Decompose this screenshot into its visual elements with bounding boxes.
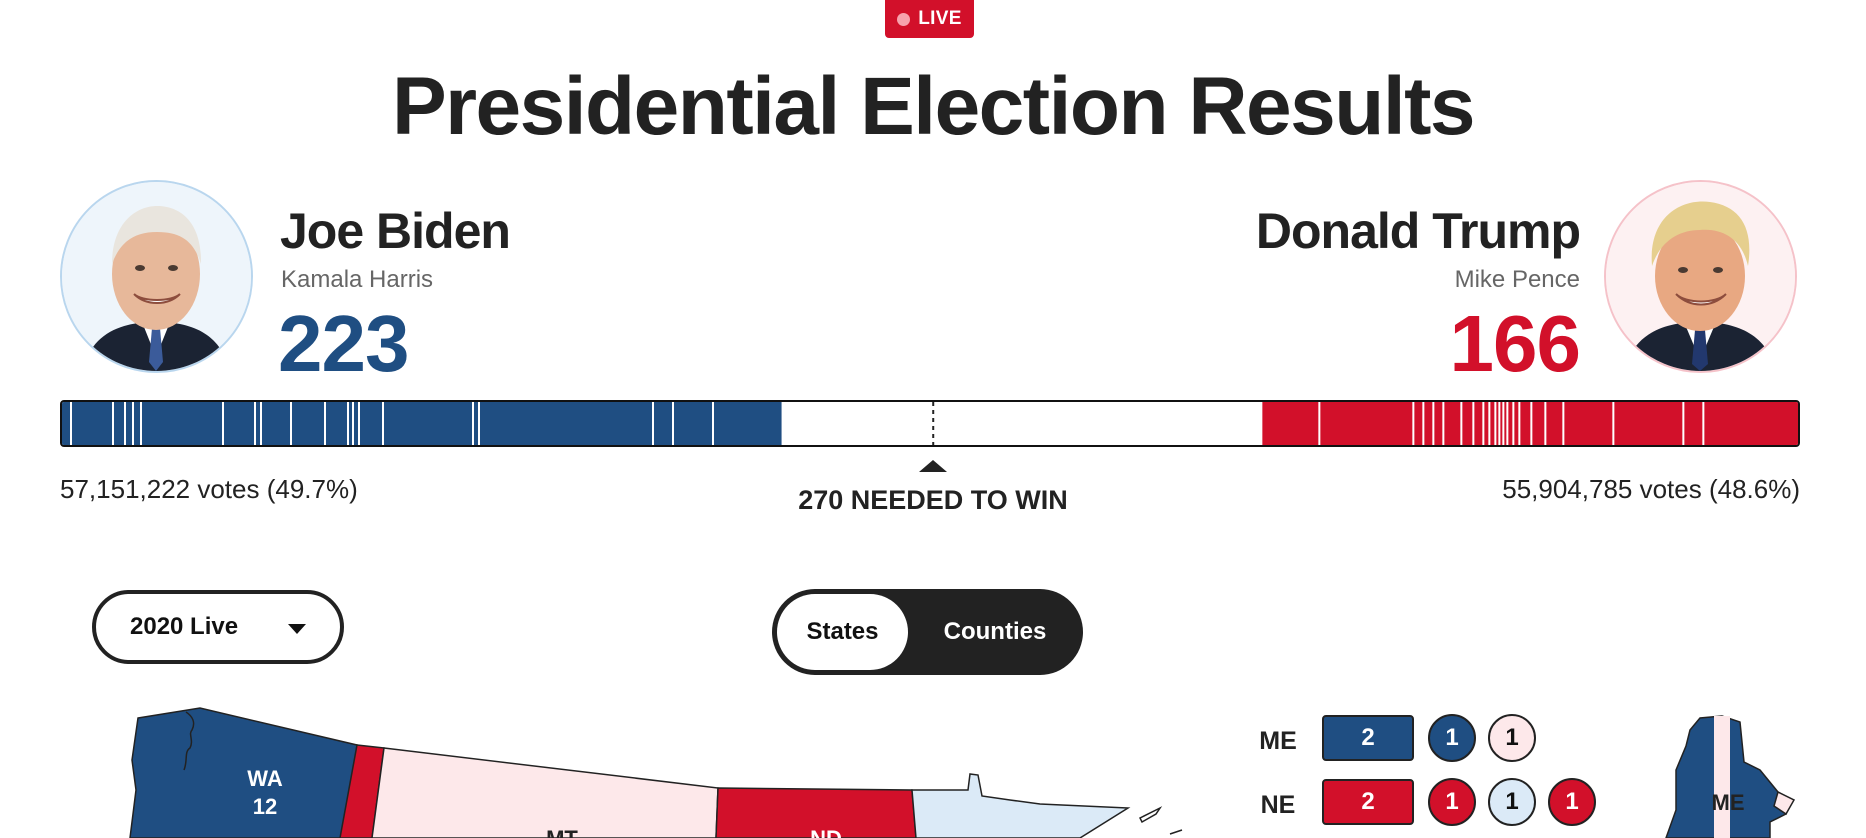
state-separator — [1460, 402, 1463, 445]
chevron-down-icon — [288, 624, 306, 634]
state-separator — [1422, 402, 1425, 445]
puget-sound-detail — [183, 711, 195, 771]
state-separator — [1544, 402, 1547, 445]
state-separator — [1518, 402, 1521, 445]
rep-popular-votes: 55,904,785 votes (48.6%) — [1502, 474, 1800, 504]
candidate-photo-trump — [1604, 180, 1797, 373]
state-separator — [1494, 402, 1497, 445]
live-badge: LIVE — [885, 0, 974, 38]
map-label-wa-ev: 12 — [253, 794, 277, 819]
state-separator — [1512, 402, 1515, 445]
state-separator — [1488, 402, 1491, 445]
state-separator — [70, 402, 72, 445]
state-wa[interactable] — [129, 707, 358, 838]
electoral-bar-graphic — [62, 402, 1798, 445]
shore-detail — [1169, 829, 1183, 835]
state-separator — [112, 402, 114, 445]
district-statewide-badge: 2 — [1322, 779, 1414, 825]
state-separator — [1562, 402, 1565, 445]
state-separator — [478, 402, 480, 445]
me-coast-detail — [1773, 790, 1796, 816]
me-district-2-stripe — [1714, 716, 1730, 838]
candidate-photo-biden — [60, 180, 253, 373]
state-id[interactable] — [339, 744, 385, 838]
district-badge: 1 — [1548, 778, 1596, 826]
state-mn[interactable] — [911, 773, 1131, 838]
state-separator — [1682, 402, 1685, 445]
dem-popular-votes: 57,151,222 votes (49.7%) — [60, 474, 358, 504]
state-separator — [1612, 402, 1615, 445]
us-state-map[interactable]: WA 12 MT ME ND — [0, 700, 1866, 838]
state-separator — [1432, 402, 1435, 445]
district-badge: 1 — [1428, 714, 1476, 762]
district-state-label: ME — [1259, 727, 1297, 755]
trump-portrait-icon — [1606, 182, 1795, 371]
isle-royale-detail — [1138, 806, 1163, 824]
state-separator — [1412, 402, 1415, 445]
state-separator — [347, 402, 349, 445]
state-separator — [260, 402, 262, 445]
state-mt[interactable] — [371, 747, 719, 838]
rep-candidate-name: Donald Trump — [1255, 203, 1581, 259]
win-threshold-marker-icon — [919, 460, 947, 472]
state-separator — [382, 402, 384, 445]
win-threshold-label: 270 NEEDED TO WIN — [798, 485, 1068, 515]
state-separator — [1472, 402, 1475, 445]
dem-candidate-name: Joe Biden — [280, 203, 511, 259]
state-separator — [140, 402, 142, 445]
state-separator — [352, 402, 354, 445]
district-badge: 1 — [1428, 778, 1476, 826]
state-separator — [1318, 402, 1321, 445]
map-label-me: ME — [1712, 790, 1745, 815]
state-separator — [132, 402, 134, 445]
rep-bar-segment — [1262, 402, 1798, 445]
electoral-vote-bar — [60, 400, 1800, 447]
district-statewide-badge: 2 — [1322, 715, 1414, 761]
state-separator — [1482, 402, 1485, 445]
state-separator — [358, 402, 360, 445]
dem-running-mate: Kamala Harris — [281, 266, 434, 293]
state-separator — [222, 402, 224, 445]
map-label-nd: ND — [810, 826, 842, 838]
year-select[interactable]: 2020 Live — [92, 590, 344, 664]
state-separator — [1702, 402, 1705, 445]
dem-bar-segment — [62, 402, 782, 445]
state-separator — [472, 402, 474, 445]
state-separator — [254, 402, 256, 445]
biden-portrait-icon — [62, 182, 251, 371]
state-separator — [290, 402, 292, 445]
live-dot-icon — [897, 12, 911, 26]
live-badge-label: LIVE — [918, 8, 962, 29]
district-badge: 1 — [1488, 714, 1536, 762]
map-label-mt: MT — [546, 826, 578, 838]
state-separator — [1506, 402, 1509, 445]
state-separator — [1530, 402, 1533, 445]
state-separator — [124, 402, 126, 445]
rep-running-mate: Mike Pence — [1454, 266, 1580, 293]
state-separator — [712, 402, 714, 445]
rep-electoral-votes: 166 — [1449, 299, 1581, 388]
view-toggle[interactable]: States Counties — [772, 589, 1083, 675]
state-separator — [1502, 402, 1505, 445]
district-state-label: NE — [1260, 791, 1296, 819]
state-nd[interactable] — [715, 787, 917, 838]
state-separator — [1498, 402, 1501, 445]
state-separator — [672, 402, 674, 445]
district-badge: 1 — [1488, 778, 1536, 826]
year-select-value: 2020 Live — [130, 613, 239, 640]
map-label-wa: WA — [247, 766, 283, 791]
page-title: Presidential Election Results — [391, 61, 1476, 152]
toggle-counties-option[interactable]: Counties — [943, 618, 1047, 645]
state-separator — [1442, 402, 1445, 445]
dem-electoral-votes: 223 — [278, 299, 409, 388]
toggle-states-option[interactable]: States — [777, 594, 908, 670]
state-separator — [324, 402, 326, 445]
state-separator — [652, 402, 654, 445]
